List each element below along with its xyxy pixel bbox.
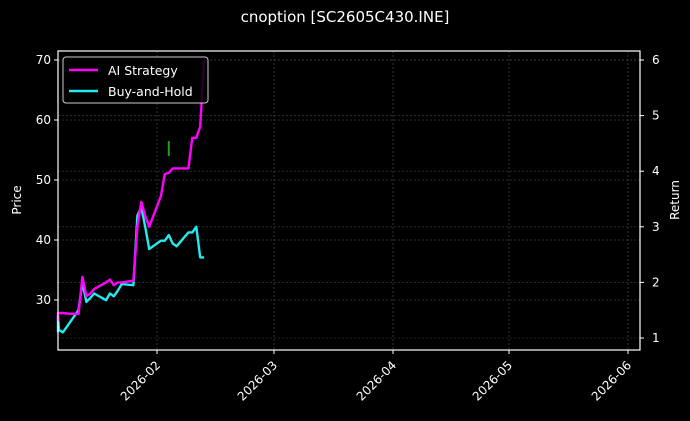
- legend: AI Strategy Buy-and-Hold: [62, 56, 209, 104]
- x-tick-label: 2026-04: [354, 358, 399, 403]
- series-lines: [56, 59, 206, 334]
- x-tick-label: 2026-05: [470, 358, 515, 403]
- y-tick-label-right: 4: [652, 164, 660, 178]
- y-tick-label: 40: [36, 233, 51, 247]
- y-tick-label: 50: [36, 173, 51, 187]
- legend-label-ai-strategy: AI Strategy: [108, 63, 178, 78]
- y-tick-label-right: 3: [652, 220, 660, 234]
- y-axis-label-left: Price: [10, 185, 24, 214]
- legend-box: [62, 56, 209, 104]
- y-tick-label-right: 5: [652, 109, 660, 123]
- x-tick-label: 2026-03: [235, 358, 280, 403]
- y-tick-label-right: 1: [652, 331, 660, 345]
- y-axis-left: 30 40 50 60 70: [36, 53, 58, 307]
- legend-label-buy-and-hold: Buy-and-Hold: [108, 84, 193, 99]
- x-tick-label: 2026-06: [589, 358, 634, 403]
- y-tick-label: 70: [36, 53, 51, 67]
- x-tick-label: 2026-02: [118, 358, 163, 403]
- y-axis-right: 1 2 3 4 5 6: [640, 53, 660, 345]
- plot-frame: [57, 50, 641, 351]
- series-line-ai-strategy: [56, 59, 206, 322]
- x-axis: 2026-02 2026-03 2026-04 2026-05 2026-06: [118, 350, 634, 404]
- y-tick-label-right: 2: [652, 275, 660, 289]
- y-tick-label: 30: [36, 293, 51, 307]
- y-tick-label: 60: [36, 113, 51, 127]
- chart-title: cnoption [SC2605C430.INE]: [240, 8, 450, 26]
- y-tick-label-right: 6: [652, 53, 660, 67]
- y-axis-label-right: Return: [668, 180, 682, 220]
- series-line-buy-and-hold: [56, 206, 205, 334]
